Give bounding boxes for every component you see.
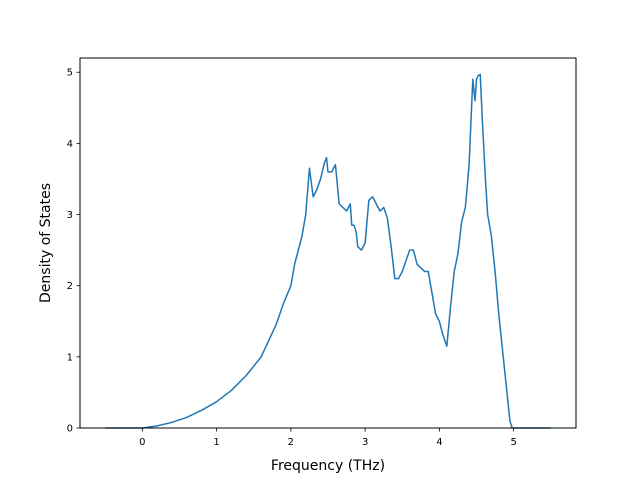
x-tick-label: 2 [288,437,294,448]
axes-frame [79,57,577,429]
x-tick-label: 4 [436,437,442,448]
y-axis-label: Density of States [38,183,54,303]
y-tick-label: 5 [67,68,73,79]
y-tick-label: 2 [67,281,73,292]
x-axis-ticks: 0 1 2 3 4 5 [139,428,517,448]
dos-line-0 [105,73,551,429]
plot-area [105,73,551,429]
x-tick-label: 5 [510,437,516,448]
y-tick-label: 0 [67,424,73,435]
x-axis-label: Frequency (THz) [271,458,385,474]
y-axis-ticks: 0 1 2 3 4 5 [67,68,80,435]
x-tick-label: 3 [362,437,368,448]
x-tick-label: 1 [213,437,219,448]
y-tick-label: 1 [67,352,73,363]
x-tick-label: 0 [139,437,145,448]
y-tick-label: 4 [67,139,73,150]
y-tick-label: 3 [67,210,73,221]
